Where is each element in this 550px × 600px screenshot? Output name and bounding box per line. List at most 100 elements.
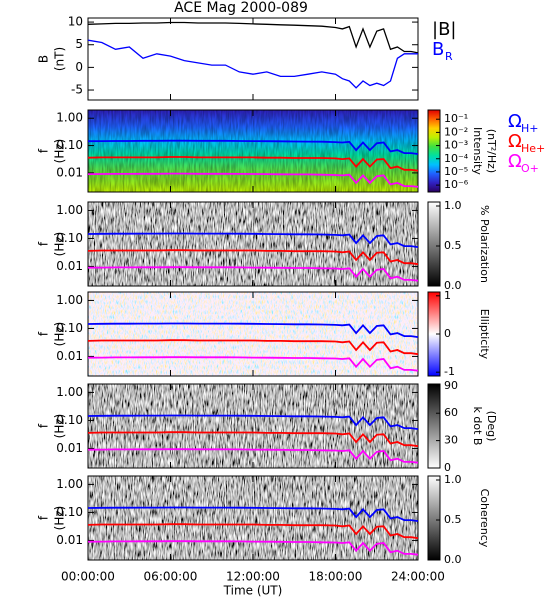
series-line bbox=[87, 339, 419, 356]
y-axis-title: (Hz) bbox=[53, 232, 67, 257]
colorbar-title: (Deg) bbox=[485, 411, 498, 442]
y-tick-label: 0.10 bbox=[56, 505, 83, 519]
colorbar-title: % Polarization bbox=[478, 205, 491, 283]
y-axis-title: (nT) bbox=[53, 47, 67, 71]
series-line bbox=[87, 414, 419, 430]
x-axis-title: Time (UT) bbox=[223, 584, 283, 598]
spectrogram-image bbox=[88, 476, 418, 560]
series-line bbox=[87, 431, 419, 448]
series-line bbox=[87, 39, 418, 89]
y-axis-title: f bbox=[37, 423, 51, 428]
colorbar-title: Ellipticity bbox=[478, 309, 491, 360]
series-line bbox=[87, 232, 419, 248]
colorbar-title: Coherency bbox=[478, 489, 491, 548]
colorbar bbox=[427, 109, 441, 193]
colorbar-tick-label: 1 bbox=[444, 289, 451, 302]
y-axis-title: f bbox=[37, 241, 51, 246]
series-line bbox=[87, 139, 419, 155]
y-axis-title: (Hz) bbox=[53, 322, 67, 347]
spectrogram-texture bbox=[88, 110, 418, 192]
legend-label: |B| bbox=[432, 19, 456, 40]
y-tick-label: 0.01 bbox=[56, 441, 83, 455]
legend-label: Ω bbox=[508, 151, 522, 172]
x-tick-label: 24:00:00 bbox=[391, 570, 445, 584]
colorbar-tick-label: 0.0 bbox=[444, 279, 462, 292]
legend-label: B bbox=[432, 39, 444, 60]
x-tick-label: 12:00:00 bbox=[226, 570, 280, 584]
panel: 0.01 0.10 1.00 f (Hz) 0 30 60 90 k dot B (Deg) bbox=[37, 379, 499, 474]
legend-label: Ω bbox=[508, 131, 522, 152]
colorbar-tick-label: 10⁻¹ bbox=[444, 112, 468, 125]
series-line bbox=[87, 21, 419, 54]
y-tick-label: 0.10 bbox=[56, 413, 83, 427]
series-line bbox=[87, 172, 419, 188]
y-axis-title: f bbox=[37, 331, 51, 336]
series-line bbox=[87, 322, 419, 338]
spectrogram-image bbox=[88, 202, 418, 286]
colorbar bbox=[427, 383, 441, 469]
y-tick-label: 0 bbox=[75, 60, 83, 74]
colorbar-tick-label: 10⁻⁵ bbox=[444, 165, 468, 178]
legend-label-subscript: O+ bbox=[521, 162, 539, 175]
colorbar-title: (nT²/Hz) bbox=[485, 129, 498, 173]
colorbar bbox=[427, 475, 441, 561]
y-axis-title: (Hz) bbox=[53, 139, 67, 164]
series-line bbox=[87, 523, 419, 540]
colorbar-tick-label: -1 bbox=[444, 365, 455, 378]
x-tick-label: 06:00:00 bbox=[144, 570, 198, 584]
y-tick-label: 1.00 bbox=[56, 477, 83, 491]
colorbar-tick-label: 1.0 bbox=[444, 199, 462, 212]
y-tick-label: 1.00 bbox=[56, 203, 83, 217]
series-line bbox=[87, 156, 419, 172]
legend-label-subscript: R bbox=[445, 50, 453, 63]
colorbar-tick-label: 30 bbox=[444, 434, 458, 447]
y-tick-label: 0.01 bbox=[56, 259, 83, 273]
series-line bbox=[87, 448, 419, 464]
colorbar-tick-label: 10⁻³ bbox=[444, 139, 468, 152]
colorbar-tick-label: 10⁻⁶ bbox=[444, 178, 469, 191]
panel: 0.01 0.10 1.00 00:00:00 06:00:00 12:00:00 18:0… bbox=[37, 473, 492, 598]
colorbar-tick-label: 1.0 bbox=[444, 473, 462, 486]
y-tick-label: 1.00 bbox=[56, 111, 83, 125]
colorbar-title: Intensity bbox=[471, 127, 484, 175]
colorbar-tick-label: 0 bbox=[444, 327, 451, 340]
y-axis-title: (Hz) bbox=[53, 506, 67, 531]
y-axis-title: f bbox=[37, 148, 51, 153]
spectrogram-image bbox=[88, 384, 418, 468]
y-tick-label: 0.10 bbox=[56, 138, 83, 152]
colorbar-tick-label: 0.0 bbox=[444, 553, 462, 566]
y-tick-label: 0.01 bbox=[56, 165, 83, 179]
y-tick-label: 1.00 bbox=[56, 293, 83, 307]
panel: 0.01 0.10 1.00 f (Hz) 0.0 0.5 1.0 % Polarization bbox=[37, 199, 492, 292]
chart-title: ACE Mag 2000-089 bbox=[174, 0, 308, 16]
colorbar-tick-label: 90 bbox=[444, 379, 458, 392]
spectrogram-image bbox=[88, 292, 418, 376]
y-axis-title: f bbox=[37, 515, 51, 520]
x-tick-label: 18:00:00 bbox=[309, 570, 363, 584]
y-tick-label: 0.01 bbox=[56, 349, 83, 363]
plot-frame bbox=[87, 17, 419, 101]
panel: 0.01 0.10 1.00 f (Hz) -1 0 1 Ellipticity bbox=[37, 289, 492, 378]
colorbar-tick-label: 60 bbox=[444, 406, 458, 419]
series-line bbox=[87, 540, 419, 556]
y-tick-label: 10 bbox=[68, 15, 83, 29]
legend-label-subscript: H+ bbox=[521, 122, 539, 135]
colorbar-title: k dot B bbox=[471, 407, 484, 446]
colorbar-tick-label: 0.5 bbox=[444, 513, 462, 526]
y-tick-label: 5 bbox=[75, 37, 83, 51]
colorbar-tick-label: 0 bbox=[444, 461, 451, 474]
colorbar-tick-label: 10⁻² bbox=[444, 125, 468, 138]
colorbar-tick-label: 0.5 bbox=[444, 239, 462, 252]
x-tick-label: 00:00:00 bbox=[61, 570, 115, 584]
legend-label: Ω bbox=[508, 111, 522, 132]
y-tick-label: -5 bbox=[71, 83, 83, 97]
series-line bbox=[87, 249, 419, 266]
y-tick-label: 0.10 bbox=[56, 231, 83, 245]
panel: 0.010.101.00f (Hz)Ω H+Ω He+Ω O+10⁻¹10⁻²10⁻³1… bbox=[37, 109, 545, 193]
y-axis-title: (Hz) bbox=[53, 414, 67, 439]
y-tick-label: 1.00 bbox=[56, 385, 83, 399]
y-axis-title: B bbox=[37, 55, 51, 63]
